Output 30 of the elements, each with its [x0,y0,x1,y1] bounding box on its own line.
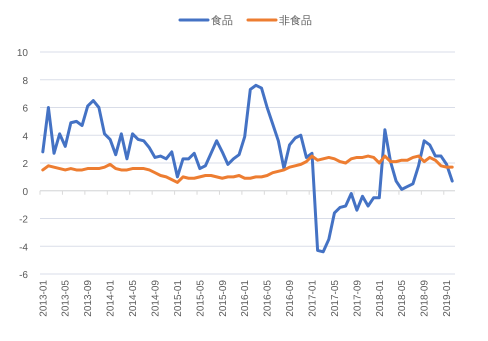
x-tick-label: 2014-01 [106,280,117,317]
x-tick-label: 2015-01 [172,280,184,317]
x-tick-label: 2013-05 [60,280,72,317]
x-tick-label: 2014-05 [128,280,140,317]
legend-label: 食品 [211,15,233,27]
x-tick-label: 2017-01 [307,280,318,317]
x-tick-label: 2014-09 [150,280,162,317]
y-tick-label: 4 [22,131,28,142]
x-tick-label: 2013-09 [83,280,94,317]
y-tick-label: 6 [22,104,28,114]
x-tick-label: 2016-01 [240,280,252,317]
x-tick-label: 2013-01 [38,280,50,317]
y-tick-label: -4 [19,242,28,254]
x-tick-label: 2016-05 [262,280,274,317]
x-tick-label: 2016-09 [285,280,296,317]
legend-label: 非食品 [279,14,312,27]
x-tick-label: 2015-05 [195,280,206,317]
y-tick-label: 8 [22,76,28,87]
y-tick-label: -6 [19,270,28,281]
x-tick-label: 2017-05 [330,280,341,317]
y-tick-label: 2 [22,159,28,170]
y-tick-label: 0 [22,186,28,198]
x-tick-label: 2018-05 [397,280,408,317]
x-tick-label: 2018-01 [374,280,386,317]
x-tick-label: 2017-09 [352,280,364,317]
y-tick-label: 10 [16,48,28,59]
x-tick-label: 2018-09 [420,280,431,317]
x-tick-label: 2019-01 [442,280,454,317]
x-tick-label: 2015-09 [218,280,229,317]
y-tick-label: -2 [19,214,28,226]
